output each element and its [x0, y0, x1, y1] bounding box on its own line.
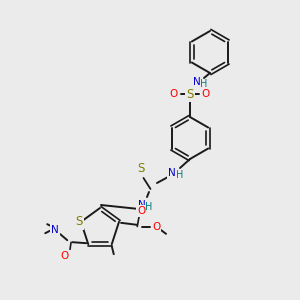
- Text: O: O: [60, 251, 68, 261]
- Text: N: N: [51, 225, 59, 235]
- Text: O: O: [202, 89, 210, 99]
- Text: H: H: [145, 202, 153, 212]
- Text: N: N: [138, 200, 146, 210]
- Text: O: O: [137, 206, 145, 216]
- Text: N: N: [193, 77, 201, 87]
- Text: O: O: [170, 89, 178, 99]
- Text: S: S: [186, 88, 194, 100]
- Text: N: N: [168, 168, 176, 178]
- Text: H: H: [176, 170, 184, 180]
- Text: S: S: [137, 161, 145, 175]
- Text: S: S: [75, 215, 83, 228]
- Text: O: O: [152, 222, 160, 232]
- Text: H: H: [200, 79, 208, 89]
